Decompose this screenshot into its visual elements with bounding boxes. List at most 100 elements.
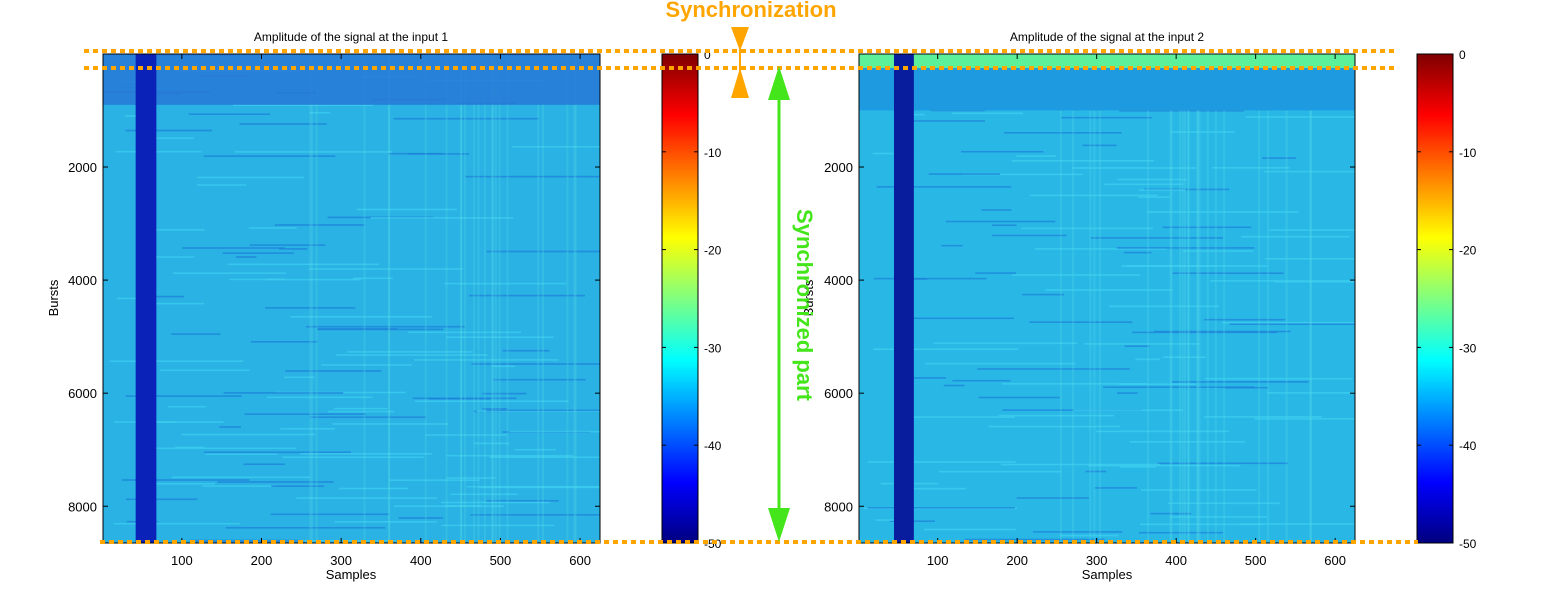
heatmap-cell [1184, 54, 1186, 543]
heatmap-cell [1274, 280, 1355, 283]
heatmap-cell [1310, 54, 1312, 543]
heatmap-cell [136, 137, 195, 139]
heatmap-cell [1135, 358, 1160, 361]
heatmap-cell [393, 117, 539, 120]
y-tick-label: 8000 [68, 499, 97, 514]
heatmap-cell [1211, 167, 1290, 169]
heatmap-cell [1187, 54, 1190, 543]
heatmap-cell [181, 433, 316, 436]
heatmap-cell [152, 483, 216, 485]
heatmap-cell [469, 294, 585, 297]
heatmap-cell [188, 113, 270, 115]
heatmap-cell [931, 109, 985, 112]
heatmap-cell [493, 378, 586, 381]
heatmap-cell [429, 397, 491, 400]
heatmap-cell [514, 448, 556, 451]
heatmap-cell [512, 146, 600, 148]
heatmap-cell [1082, 144, 1117, 147]
heatmap-cell [141, 256, 195, 258]
heatmap-cell [229, 278, 285, 281]
heatmap-cell [1179, 54, 1181, 543]
heatmap-cell [1265, 258, 1355, 260]
heatmap-cell [1124, 345, 1150, 347]
heatmap-cell [1098, 54, 1101, 543]
panel-1-colorbar [661, 53, 699, 544]
heatmap-panel-2: Amplitude of the signal at the input 2 1… [801, 30, 1477, 582]
heatmap-cell [1119, 110, 1244, 112]
heatmap-cell [248, 227, 297, 229]
panel-1-y-axis-label: Bursts [46, 279, 61, 316]
heatmap-cell [486, 500, 559, 502]
heatmap-cell [1245, 116, 1355, 118]
heatmap-cell [336, 354, 488, 356]
heatmap-cell [315, 54, 318, 543]
heatmap-cell [1016, 155, 1057, 157]
heatmap-cell [1088, 464, 1241, 467]
heatmap-cell [353, 277, 393, 280]
panel-2-plot-area [859, 54, 1355, 543]
panel-1-dark-band [135, 54, 157, 543]
heatmap-cell [998, 414, 1114, 417]
heatmap-cell [235, 256, 257, 258]
heatmap-cell [460, 54, 463, 543]
heatmap-cell [332, 423, 449, 425]
heatmap-cell [125, 129, 213, 132]
heatmap-cell [387, 54, 390, 543]
heatmap-cell [171, 476, 311, 479]
heatmap-cell [223, 392, 344, 394]
heatmap-cell [1254, 418, 1355, 420]
heatmap-cell [370, 217, 514, 219]
heatmap-cell [1059, 54, 1062, 543]
heatmap-cell [446, 336, 554, 338]
heatmap-cell [407, 331, 521, 334]
panel-2-colorbar-ticks: 0 -10 -20 -30 -40 -50 [1417, 48, 1477, 551]
heatmap-cell [284, 376, 315, 379]
heatmap-cell [171, 333, 221, 335]
x-tick-label: 400 [410, 553, 432, 568]
panel-2-sync-block [859, 68, 1355, 111]
heatmap-cell [1016, 497, 1089, 499]
x-tick-label: 300 [330, 553, 352, 568]
heatmap-cell [1118, 383, 1197, 385]
heatmap-cell [1000, 463, 1161, 466]
heatmap-cell [509, 430, 600, 433]
colorbar-tick-label: -30 [1459, 341, 1477, 355]
x-tick-label: 600 [1324, 553, 1346, 568]
heatmap-cell [251, 341, 318, 343]
heatmap-cell [1258, 54, 1261, 543]
heatmap-cell [1001, 383, 1147, 385]
colorbar-tick-label: -40 [704, 439, 722, 453]
heatmap-cell [470, 514, 600, 516]
heatmap-cell [388, 54, 391, 543]
heatmap-cell [465, 175, 600, 178]
heatmap-cell [222, 252, 294, 254]
heatmap-cell [498, 54, 501, 543]
heatmap-cell [902, 377, 946, 379]
heatmap-cell [1029, 194, 1158, 197]
heatmap-cell [491, 54, 494, 543]
heatmap-cell [175, 446, 205, 449]
heatmap-cell [1153, 330, 1291, 333]
heatmap-cell [483, 54, 486, 543]
heatmap-cell [867, 461, 1016, 463]
heatmap-cell [486, 409, 600, 412]
heatmap-cell [476, 410, 600, 413]
heatmap-cell [239, 123, 327, 125]
heatmap-cell [227, 263, 379, 266]
panel-1-plot-area [103, 54, 600, 543]
panel-1-sync-block [103, 54, 600, 105]
heatmap-cell [489, 456, 600, 458]
heatmap-cell [125, 115, 146, 117]
y-tick-label: 4000 [68, 273, 97, 288]
heatmap-cell [197, 176, 304, 179]
heatmap-cell [121, 479, 250, 481]
heatmap-cell [473, 54, 476, 543]
colorbar-tick-label: -10 [1459, 146, 1477, 160]
heatmap-cell [1072, 54, 1075, 543]
heatmap-cell [1269, 229, 1355, 231]
heatmap-cell [234, 151, 393, 153]
colorbar-tick-label: 0 [704, 48, 711, 62]
heatmap-cell [306, 325, 466, 328]
heatmap-cell [1214, 54, 1217, 543]
heatmap-cell [1229, 323, 1355, 325]
